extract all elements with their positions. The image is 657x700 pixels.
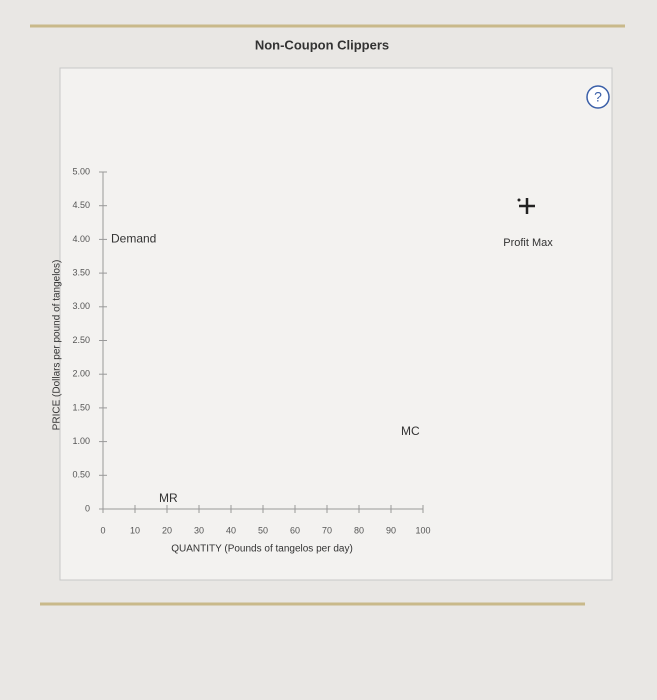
x-tick-label: 100 (415, 525, 430, 535)
y-tick-label: 0 (85, 503, 90, 513)
x-tick-label: 70 (322, 525, 332, 535)
series-label: MC (401, 424, 420, 438)
x-tick-label: 40 (226, 525, 236, 535)
y-tick-label: 0.50 (72, 470, 90, 480)
y-tick-label: 5.00 (72, 166, 90, 176)
y-tick-label: 2.50 (72, 335, 90, 345)
x-tick-label: 60 (290, 525, 300, 535)
y-tick-label: 1.50 (72, 402, 90, 412)
help-circle[interactable] (586, 85, 610, 109)
x-tick-label: 30 (194, 525, 204, 535)
x-tick-label: 50 (258, 525, 268, 535)
y-axis-label: PRICE (Dollars per pound of tangelos) (52, 260, 63, 431)
panel (59, 67, 613, 581)
y-tick-label: 3.50 (72, 267, 90, 277)
x-tick-label: 0 (100, 525, 105, 535)
chart-title: Non-Coupon Clippers (255, 37, 389, 52)
x-tick-label: 10 (130, 525, 140, 535)
help-button[interactable]: ? (586, 85, 610, 109)
help-icon[interactable]: ? (594, 89, 602, 105)
y-tick-label: 4.50 (72, 200, 90, 210)
series-label: MR (159, 491, 178, 505)
y-tick-label: 3.00 (72, 301, 90, 311)
x-tick-label: 90 (386, 525, 396, 535)
series-label: Demand (111, 232, 156, 246)
tool-label[interactable]: Profit Max (503, 237, 553, 249)
y-tick-label: 1.00 (72, 436, 90, 446)
x-tick-label: 20 (162, 525, 172, 535)
y-tick-label: 4.00 (72, 234, 90, 244)
y-tick-label: 2.00 (72, 369, 90, 379)
profit-max-tool[interactable]: Profit Max (503, 198, 553, 249)
x-axis-label: QUANTITY (Pounds of tangelos per day) (171, 544, 353, 555)
tool-dot[interactable] (517, 198, 521, 202)
x-tick-label: 80 (354, 525, 364, 535)
